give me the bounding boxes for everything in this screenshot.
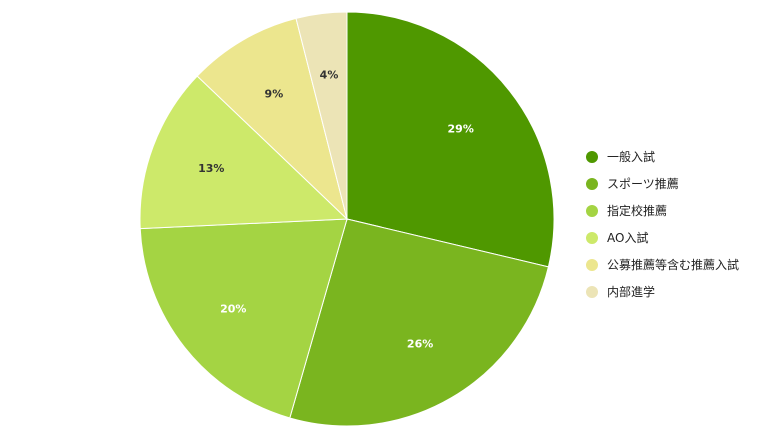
slice-value-label-1: 29% xyxy=(448,123,474,136)
slice-value-label-2: 26% xyxy=(407,338,433,351)
legend-marker-2 xyxy=(586,178,598,190)
legend-label-1: 一般入試 xyxy=(607,149,655,164)
legend-label-5: 公募推薦等含む推薦入試 xyxy=(607,257,739,272)
legend-marker-5 xyxy=(586,259,598,271)
legend-label-6: 内部進学 xyxy=(607,284,655,299)
pie-slice-3 xyxy=(139,218,348,419)
slice-value-label-4: 13% xyxy=(198,162,224,175)
legend-label-3: 指定校推薦 xyxy=(607,203,667,218)
slice-value-label-6: 4% xyxy=(320,69,339,82)
pie-slice-6 xyxy=(295,11,348,220)
legend-marker-1 xyxy=(586,151,598,163)
legend-label-4: AO入試 xyxy=(607,230,648,245)
pie-slice-5 xyxy=(196,17,348,221)
pie-slice-4 xyxy=(139,75,349,230)
pie-slice-2 xyxy=(289,218,549,427)
legend-label-2: スポーツ推薦 xyxy=(607,177,679,191)
slice-value-label-3: 20% xyxy=(220,302,246,315)
legend-marker-4 xyxy=(586,232,598,244)
pie-slices xyxy=(139,11,555,427)
legend-marker-3 xyxy=(586,205,598,217)
slice-value-label-5: 9% xyxy=(265,87,284,100)
legend-marker-6 xyxy=(586,286,598,298)
pie-slice-1 xyxy=(346,11,555,268)
slice-labels: 29% 26% 20% 13% 9% 4% xyxy=(198,69,474,351)
